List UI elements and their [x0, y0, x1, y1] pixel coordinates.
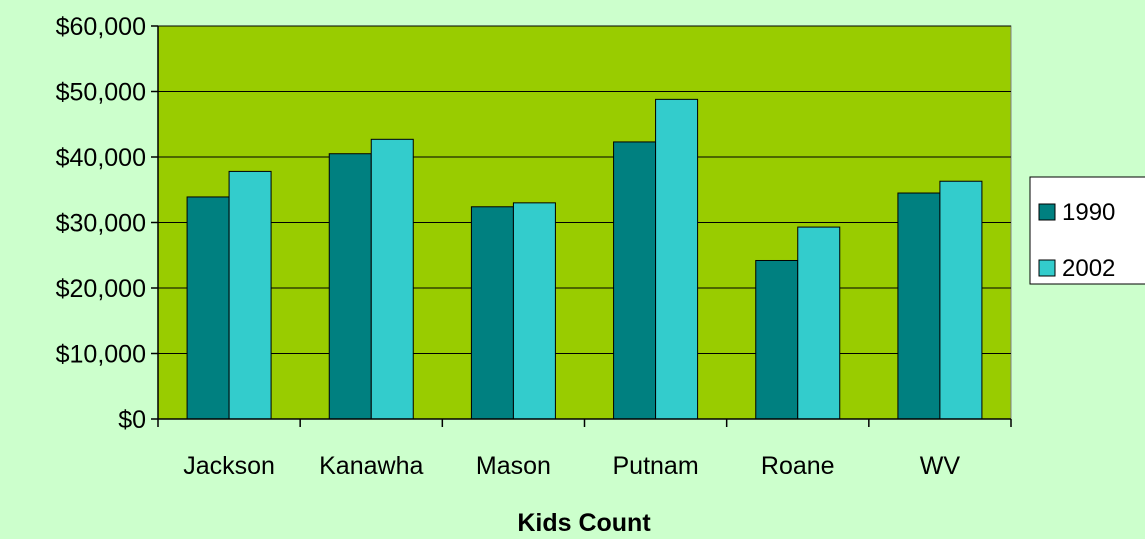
x-category-label: Putnam [612, 452, 698, 480]
bar-2002-jackson [228, 170, 272, 420]
bar-1990-roane [755, 259, 799, 420]
y-tick-label: $30,000 [56, 210, 146, 238]
bars [186, 98, 983, 420]
legend-label: 2002 [1062, 255, 1115, 282]
y-tick-label: $50,000 [56, 79, 146, 107]
legend-swatch [1038, 259, 1056, 277]
gridlines [158, 25, 1011, 354]
x-category-label: Roane [761, 452, 835, 480]
bar-2002-kanawha [370, 138, 414, 420]
y-tick-label: $40,000 [56, 144, 146, 172]
bar-2002-wv [939, 180, 983, 420]
x-category-label: Kanawha [319, 452, 423, 480]
bar-1990-mason [470, 206, 514, 420]
x-category-label: Mason [476, 452, 551, 480]
bar-2002-mason [512, 202, 556, 420]
bar-1990-wv [897, 192, 941, 420]
legend: 1990 2002 [1029, 176, 1145, 285]
y-tick-label: $10,000 [56, 341, 146, 369]
bar-2002-putnam [655, 98, 699, 420]
bar-1990-putnam [613, 141, 657, 420]
x-category-label: Jackson [183, 452, 275, 480]
y-axis-ticks: $0 $10,000 $20,000 $30,000 $40,000 $50,000 $60… [56, 13, 158, 434]
y-tick-label: $60,000 [56, 13, 146, 41]
bar-2002-roane [797, 226, 841, 420]
legend-label: 1990 [1062, 199, 1115, 226]
legend-swatch [1038, 203, 1056, 221]
bar-1990-kanawha [328, 153, 372, 420]
y-tick-label: $0 [118, 406, 146, 434]
x-axis-title: Kids Count [517, 509, 651, 537]
y-tick-label: $20,000 [56, 275, 146, 303]
bar-1990-jackson [186, 196, 230, 420]
x-axis-ticks: Jackson Kanawha Mason Putnam Roane WV [157, 419, 1012, 480]
x-category-label: WV [920, 452, 961, 480]
